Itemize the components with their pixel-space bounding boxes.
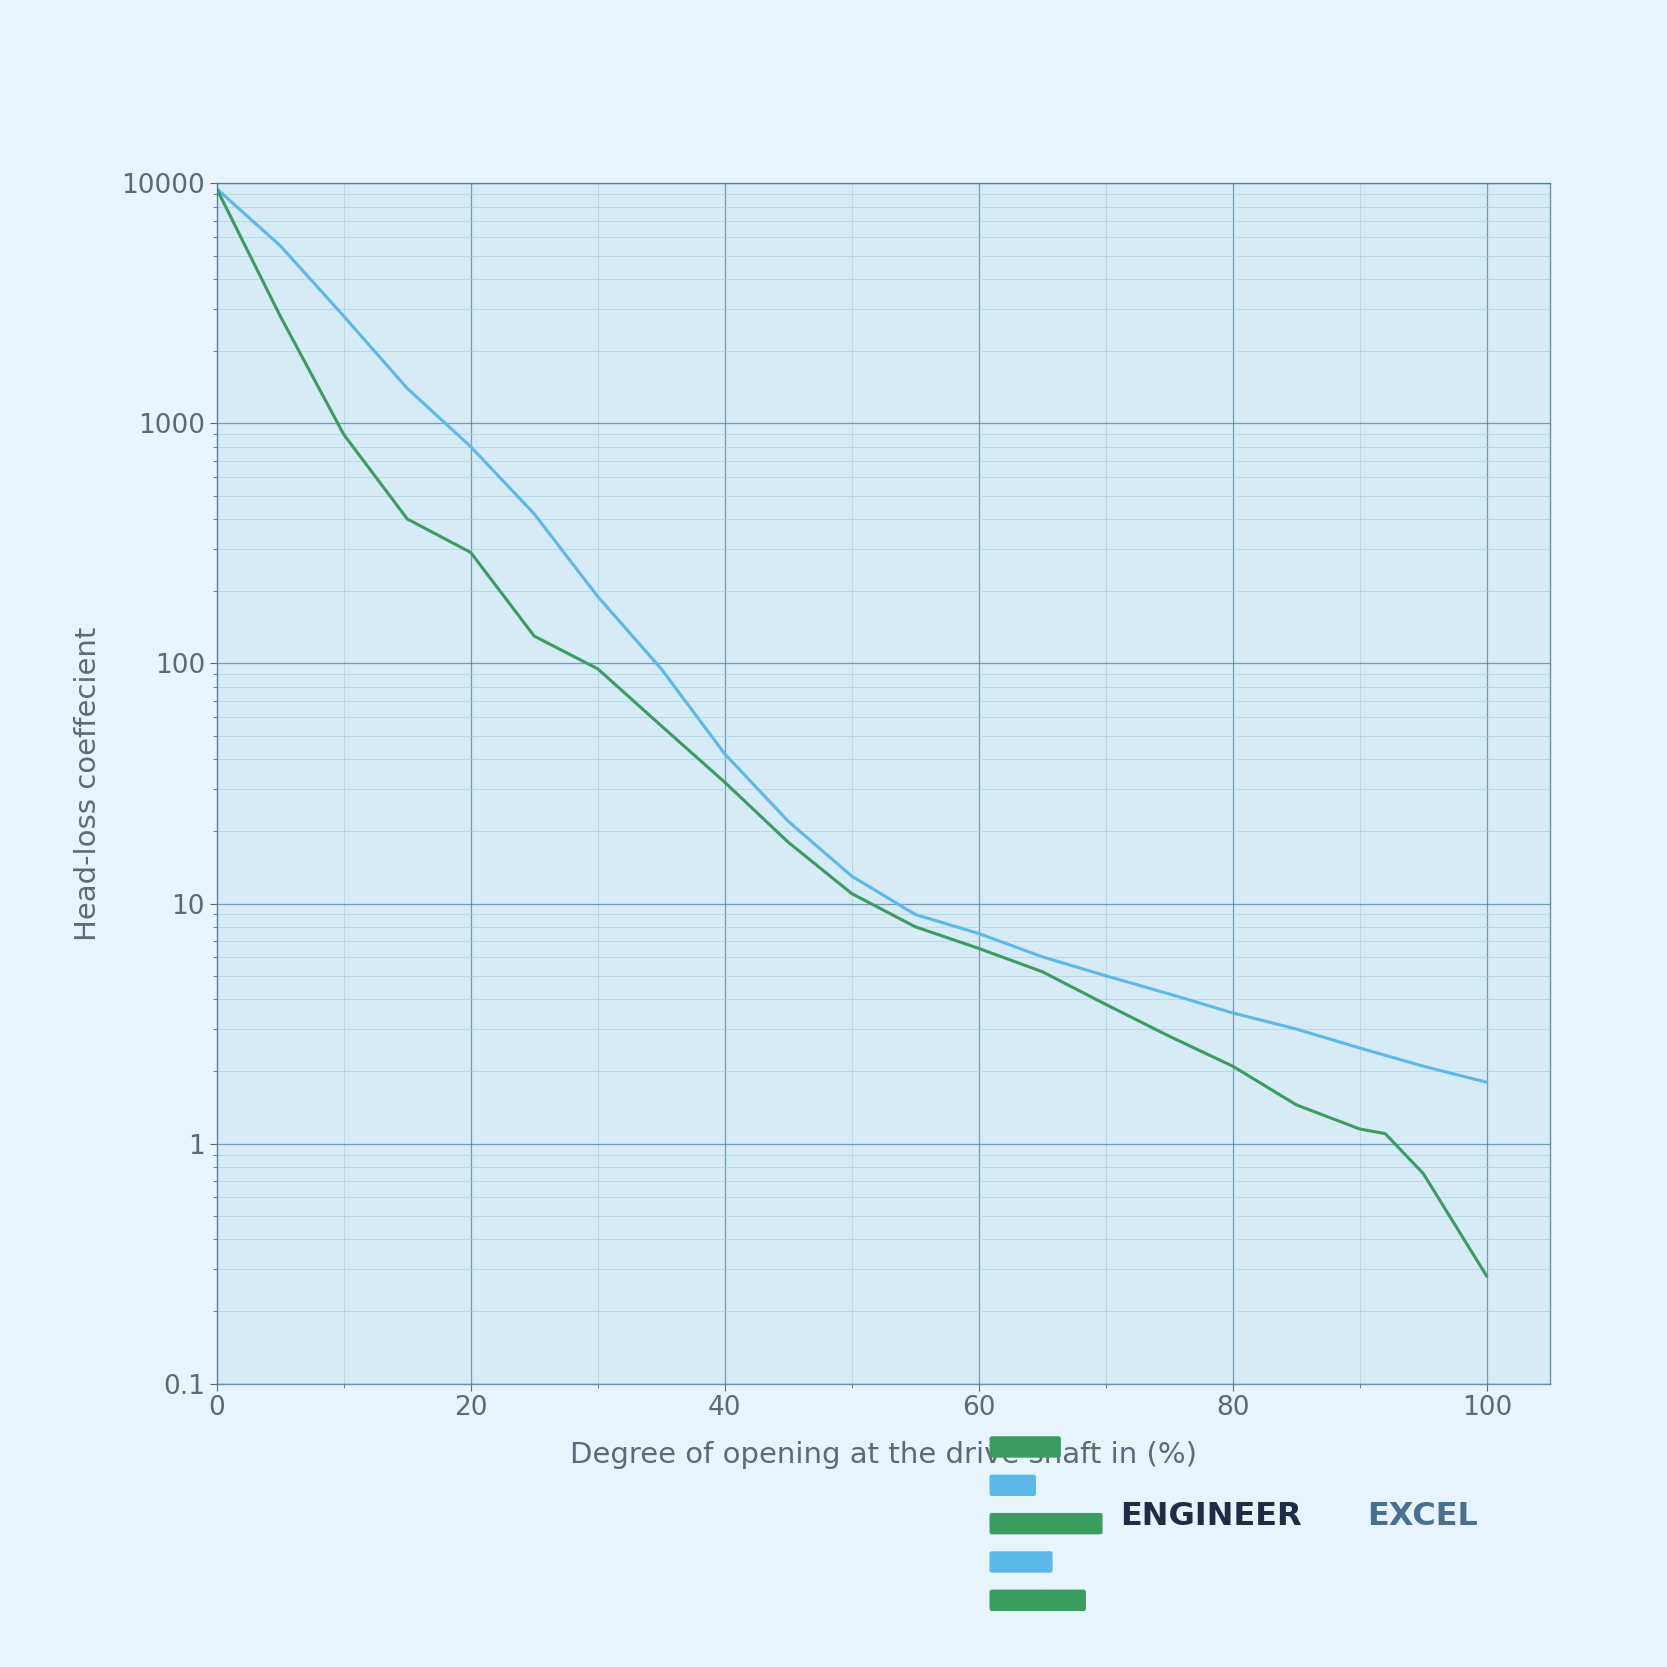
X-axis label: Degree of opening at the drive shaft in (%): Degree of opening at the drive shaft in … xyxy=(570,1440,1197,1469)
Text: EXCEL: EXCEL xyxy=(1367,1502,1479,1532)
Y-axis label: Head-loss coeffecient: Head-loss coeffecient xyxy=(73,627,102,940)
Text: ENGINEER: ENGINEER xyxy=(1120,1502,1302,1532)
